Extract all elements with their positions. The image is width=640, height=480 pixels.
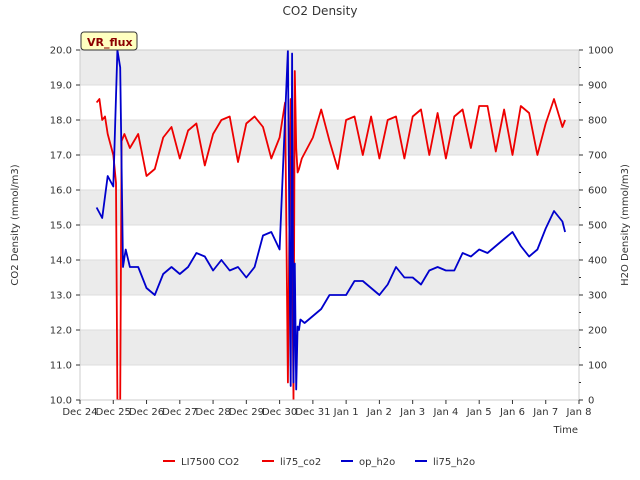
x-axis-label: Time <box>553 425 578 436</box>
chart-title: CO2 Density <box>283 4 358 18</box>
grid-band <box>80 50 579 85</box>
series-line-li75-h2o <box>95 50 566 391</box>
y-left-axis-ticks: 10.0 11.0 12.0 13.0 14.0 15.0 16.0 17.0 18.0 19.0… <box>50 46 80 407</box>
y-right-tick-label: 800 <box>588 116 607 127</box>
background-bands <box>80 50 579 365</box>
y-right-tick-label: 700 <box>588 151 607 162</box>
series-line-li75-co2 <box>95 70 566 400</box>
x-tick-label: Dec 25 <box>96 407 131 418</box>
y-left-tick-label: 13.0 <box>50 291 72 302</box>
x-tick-label: Dec 26 <box>129 407 164 418</box>
y-left-tick-label: 15.0 <box>50 221 72 232</box>
y-right-tick-label: 400 <box>588 256 607 267</box>
badge-background <box>80 31 138 51</box>
y-right-tick-label: 900 <box>588 81 607 92</box>
y-right-tick-label: 500 <box>588 221 607 232</box>
x-tick-label: Jan 4 <box>432 407 458 418</box>
y-left-tick-label: 19.0 <box>50 81 72 92</box>
y-right-tick-label: 600 <box>588 186 607 197</box>
x-tick-label: Jan 7 <box>532 407 558 418</box>
y-right-tick-label: 1000 <box>588 46 613 57</box>
x-tick-label: Dec 27 <box>162 407 197 418</box>
y-right-axis-label: H2O Density (mmol/m3) <box>620 164 631 286</box>
legend-label: op_h2o <box>359 457 395 468</box>
y-left-tick-label: 18.0 <box>50 116 72 127</box>
x-tick-label: Dec 24 <box>62 407 97 418</box>
y-left-tick-label: 10.0 <box>50 396 72 407</box>
series-lines <box>95 50 566 400</box>
y-left-tick-label: 20.0 <box>50 46 72 57</box>
x-tick-label: Jan 8 <box>566 407 592 418</box>
x-tick-label: Jan 1 <box>333 407 359 418</box>
x-tick-label: Jan 2 <box>366 407 392 418</box>
legend-label: LI7500 CO2 <box>181 457 239 468</box>
y-left-tick-label: 16.0 <box>50 186 72 197</box>
y-right-axis-ticks: 0 100 200 300 400 500 600 700 800 900 1000 <box>579 46 613 407</box>
y-right-tick-label: 300 <box>588 291 607 302</box>
x-tick-label: Dec 29 <box>229 407 264 418</box>
y-right-tick-label: 100 <box>588 361 607 372</box>
legend: LI7500 CO2 li75_co2 op_h2o li75_h2o <box>163 457 475 468</box>
x-tick-label: Jan 3 <box>399 407 425 418</box>
y-left-tick-label: 12.0 <box>50 326 72 337</box>
legend-label: li75_h2o <box>433 457 475 468</box>
y-left-tick-label: 17.0 <box>50 151 72 162</box>
y-right-tick-label: 0 <box>588 396 594 407</box>
y-right-tick-label: 200 <box>588 326 607 337</box>
x-tick-label: Jan 6 <box>499 407 525 418</box>
x-tick-label: Dec 30 <box>262 407 297 418</box>
y-left-tick-label: 14.0 <box>50 256 72 267</box>
y-left-tick-label: 11.0 <box>50 361 72 372</box>
x-tick-label: Jan 5 <box>466 407 492 418</box>
x-tick-label: Dec 31 <box>295 407 330 418</box>
grid-band <box>80 330 579 365</box>
grid-band <box>80 190 579 225</box>
badge-label: VR_flux <box>87 36 133 49</box>
y-left-axis-label: CO2 Density (mmol/m3) <box>10 164 21 285</box>
vr-flux-badge: VR_flux <box>80 31 138 51</box>
legend-label: li75_co2 <box>280 457 321 468</box>
grid-band <box>80 260 579 295</box>
x-tick-label: Dec 28 <box>195 407 230 418</box>
